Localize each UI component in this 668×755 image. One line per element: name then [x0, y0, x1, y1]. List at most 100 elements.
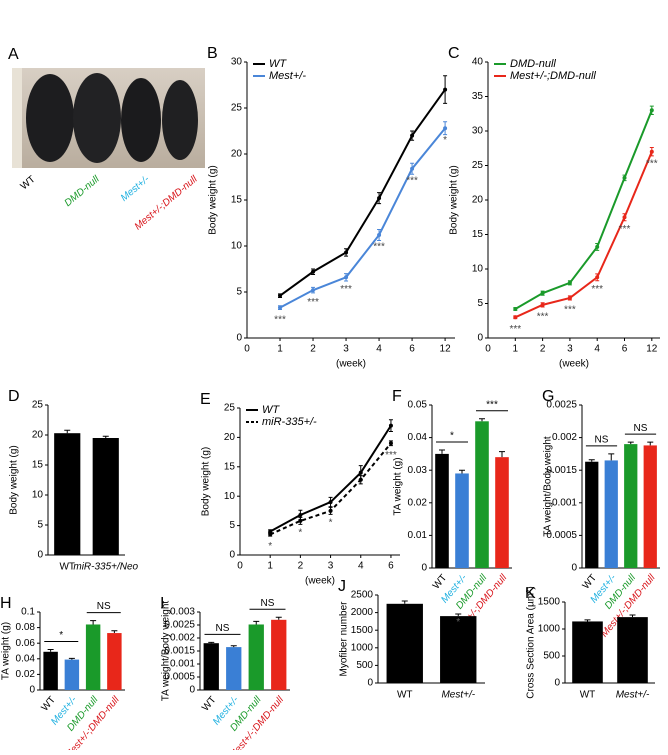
bar — [617, 617, 648, 683]
point — [567, 295, 572, 300]
y-tick-label: 0.02 — [16, 669, 36, 680]
legend-label: DMD-null — [510, 58, 556, 70]
y-tick-label: 0 — [29, 685, 35, 696]
y-tick-label: 0.0005 — [164, 672, 195, 683]
x-tick-label: 4 — [376, 344, 382, 355]
bar — [203, 643, 219, 690]
error-bar — [459, 469, 465, 474]
x-tick-label: WT — [580, 690, 596, 701]
y-tick-label: 25 — [32, 400, 44, 411]
x-tick-label: WT — [59, 562, 75, 573]
y-tick-label: 1000 — [538, 624, 561, 635]
y-tick-label: 0.08 — [16, 622, 36, 633]
y-tick-label: 15 — [224, 461, 236, 472]
y-tick-label: 10 — [32, 490, 44, 501]
bar — [107, 633, 122, 690]
point — [388, 441, 393, 446]
panel-letter: G — [542, 388, 554, 405]
bar — [475, 421, 489, 568]
error-bar — [275, 616, 282, 620]
x-tick-label: 4 — [358, 561, 364, 572]
y-tick-label: 0 — [189, 685, 195, 696]
bar — [604, 460, 618, 568]
significance: *** — [537, 312, 549, 323]
bar — [440, 616, 477, 683]
y-tick-label: 15 — [472, 229, 484, 240]
y-tick-label: 25 — [224, 403, 236, 414]
y-tick-label: 25 — [231, 103, 243, 114]
panel-letter: A — [8, 46, 19, 63]
photo-label: Mest+/- — [119, 173, 152, 203]
photo-label: WT — [19, 174, 38, 192]
significance: * — [456, 617, 460, 628]
error-bar — [208, 641, 215, 644]
error-bar — [584, 619, 591, 622]
y-tick-label: 20 — [472, 195, 484, 206]
panel-letter: H — [0, 595, 12, 612]
legend-label: Mest+/-;DMD-null — [510, 70, 596, 82]
y-tick-label: 5 — [37, 520, 43, 531]
y-tick-label: 0.003 — [170, 607, 195, 618]
point — [622, 175, 627, 180]
y-tick-label: 0.04 — [408, 432, 428, 443]
x-tick-label: Mest+/- — [616, 690, 650, 701]
point — [344, 275, 349, 280]
panel-letter: K — [525, 585, 536, 602]
y-tick-label: 0 — [421, 563, 427, 574]
bar — [248, 624, 264, 690]
x-tick-label: 6 — [622, 344, 628, 355]
significance: *** — [307, 297, 319, 308]
panel-letter: J — [338, 578, 346, 595]
significance: *** — [646, 158, 658, 169]
point — [540, 291, 545, 296]
y-tick-label: 0.0025 — [164, 620, 195, 631]
significance: * — [443, 135, 447, 146]
mouse-photo — [12, 68, 205, 168]
point — [377, 196, 382, 201]
x-tick-label: 1 — [267, 561, 273, 572]
series-line — [279, 89, 446, 297]
significance: *** — [385, 450, 397, 461]
point — [268, 532, 273, 537]
y-tick-label: 20 — [32, 430, 44, 441]
y-tick-label: 0 — [554, 678, 560, 689]
bar — [495, 457, 509, 568]
y-tick-label: 0.02 — [408, 497, 428, 508]
x-tick-label: 6 — [409, 344, 415, 355]
x-tick-label: 12 — [440, 344, 452, 355]
error-bar — [629, 614, 636, 618]
y-tick-label: 20 — [231, 149, 243, 160]
y-tick-label: 0.05 — [408, 400, 428, 411]
bar — [572, 621, 603, 683]
point — [540, 302, 545, 307]
y-axis-label: Myofiber number — [339, 601, 350, 677]
panel-letter: F — [392, 388, 402, 405]
point — [278, 293, 283, 298]
y-tick-label: 1000 — [351, 642, 374, 653]
point — [328, 508, 333, 513]
panel-letter: D — [8, 388, 20, 405]
y-axis-label: TA weight/Body weight — [161, 601, 172, 702]
point — [567, 280, 572, 285]
x-tick-label: WT — [200, 695, 218, 714]
series-line — [279, 127, 446, 309]
significance: NS — [97, 601, 111, 612]
x-tick-label: 2 — [310, 344, 316, 355]
bar — [43, 651, 58, 690]
y-tick-label: 30 — [472, 126, 484, 137]
y-tick-label: 35 — [472, 91, 484, 102]
error-bar — [102, 435, 109, 438]
x-tick-label: 0 — [244, 344, 250, 355]
error-bar — [111, 630, 118, 634]
error-bar — [401, 600, 408, 604]
bar — [585, 461, 599, 568]
y-tick-label: 0.0025 — [546, 400, 577, 411]
x-tick-label: 4 — [594, 344, 600, 355]
y-tick-label: 0.01 — [408, 530, 428, 541]
significance: NS — [216, 623, 230, 634]
y-tick-label: 0.002 — [552, 432, 577, 443]
error-bar — [47, 648, 54, 652]
panel-letter: C — [448, 45, 460, 62]
y-tick-label: 0.04 — [16, 653, 36, 664]
